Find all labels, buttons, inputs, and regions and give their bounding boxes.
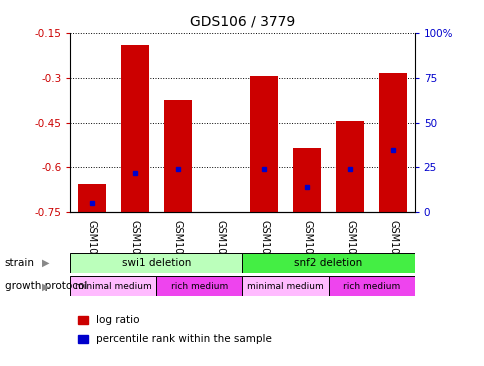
Bar [292, 148, 320, 212]
Text: growth protocol: growth protocol [5, 281, 87, 291]
Text: strain: strain [5, 258, 35, 268]
Text: minimal medium: minimal medium [75, 282, 151, 291]
Bar [250, 76, 277, 212]
Text: ▶: ▶ [42, 281, 50, 291]
Bar [78, 184, 106, 212]
Bar [242, 276, 328, 296]
Bar [70, 276, 156, 296]
Text: snf2 deletion: snf2 deletion [294, 258, 362, 268]
Text: log ratio: log ratio [95, 315, 139, 325]
Bar [121, 45, 149, 212]
Bar [335, 121, 363, 212]
Bar [378, 73, 406, 212]
Title: GDS106 / 3779: GDS106 / 3779 [189, 15, 295, 29]
Text: rich medium: rich medium [170, 282, 227, 291]
Text: ▶: ▶ [42, 258, 50, 268]
Bar [156, 276, 242, 296]
Bar [70, 253, 242, 273]
Text: minimal medium: minimal medium [247, 282, 323, 291]
Text: swi1 deletion: swi1 deletion [121, 258, 191, 268]
Text: rich medium: rich medium [342, 282, 399, 291]
Bar [164, 100, 192, 212]
Bar [242, 253, 414, 273]
Text: percentile rank within the sample: percentile rank within the sample [95, 333, 271, 344]
Bar [328, 276, 414, 296]
